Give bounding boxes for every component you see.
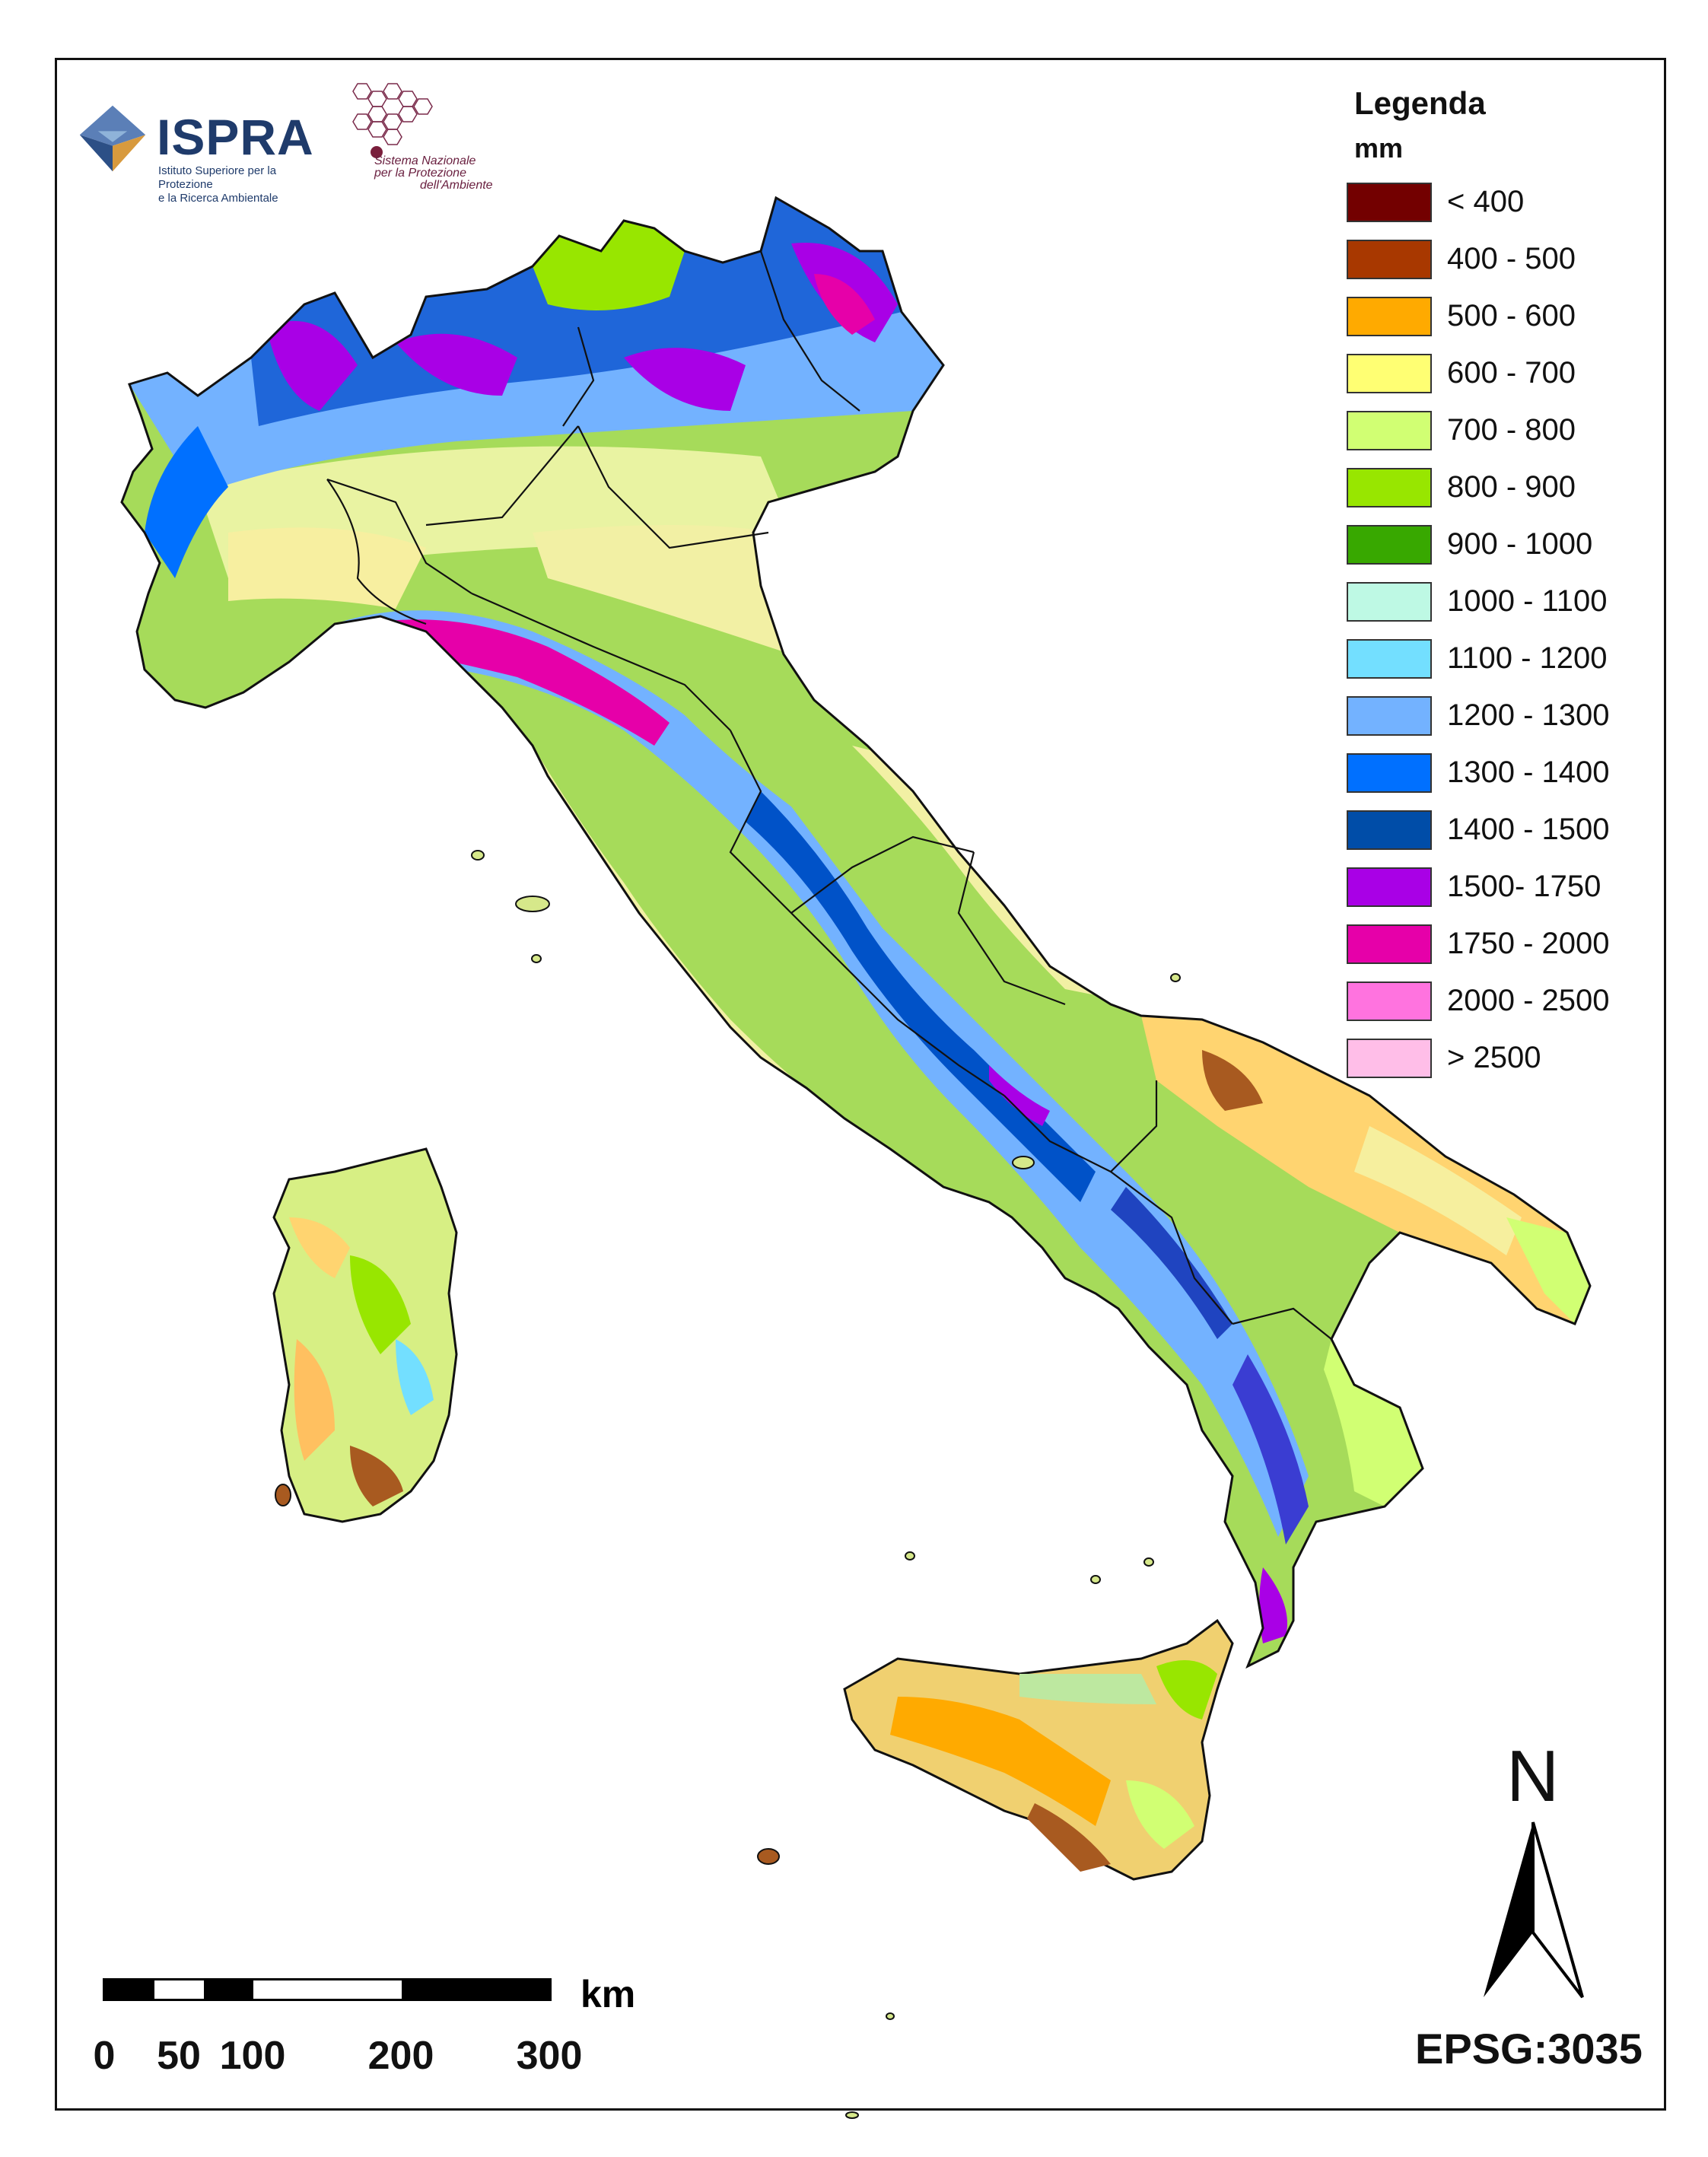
legend-swatch bbox=[1347, 353, 1432, 393]
legend-swatch bbox=[1347, 182, 1432, 222]
legend-item: 1100 - 1200 bbox=[1347, 630, 1651, 687]
legend-swatch bbox=[1347, 695, 1432, 736]
snpa-line-3: dell'Ambiente bbox=[420, 179, 493, 192]
legend-label: 500 - 600 bbox=[1447, 299, 1576, 332]
legend-swatch bbox=[1347, 924, 1432, 964]
legend-label: 2000 - 2500 bbox=[1447, 984, 1610, 1017]
ispra-logo-icon bbox=[79, 105, 146, 172]
legend-swatch bbox=[1347, 410, 1432, 450]
legend-swatch bbox=[1347, 296, 1432, 336]
legend-label: 1200 - 1300 bbox=[1447, 698, 1610, 732]
legend-item: > 2500 bbox=[1347, 1029, 1651, 1086]
legend-item: 1400 - 1500 bbox=[1347, 801, 1651, 858]
sardinia bbox=[272, 1147, 458, 1523]
legend-rows: < 400 400 - 500 500 - 600 600 - 700 700 - 80… bbox=[1347, 173, 1651, 1086]
legend-title: Legenda bbox=[1354, 85, 1486, 121]
legend: Legenda mm < 400 400 - 500 500 - 600 600 - … bbox=[1347, 85, 1651, 1086]
scale-tick: 0 bbox=[93, 2034, 116, 2078]
snpa-line-2: per la Protezione bbox=[374, 167, 466, 180]
scale-segment bbox=[204, 1980, 253, 1999]
ispra-subtitle-line-1: Istituto Superiore per la Protezione bbox=[158, 164, 277, 191]
snpa-line-1: Sistema Nazionale bbox=[374, 154, 476, 167]
legend-unit: mm bbox=[1354, 132, 1404, 164]
legend-item: 1300 - 1400 bbox=[1347, 744, 1651, 801]
legend-label: 1000 - 1100 bbox=[1447, 584, 1608, 618]
legend-item: 1750 - 2000 bbox=[1347, 915, 1651, 972]
legend-item: < 400 bbox=[1347, 173, 1651, 231]
legend-swatch bbox=[1347, 239, 1432, 279]
small-islands bbox=[275, 850, 1181, 2119]
legend-item: 400 - 500 bbox=[1347, 231, 1651, 288]
legend-swatch bbox=[1347, 981, 1432, 1021]
ispra-subtitle-line-2: e la Ricerca Ambientale bbox=[158, 192, 278, 205]
legend-swatch bbox=[1347, 581, 1432, 622]
scale-tick: 100 bbox=[219, 2034, 286, 2078]
scale-bar-graphic bbox=[103, 1978, 552, 2001]
ispra-subtitle: Istituto Superiore per la Protezione e l… bbox=[158, 164, 333, 205]
legend-label: 900 - 1000 bbox=[1447, 527, 1593, 561]
legend-swatch bbox=[1347, 467, 1432, 507]
legend-swatch bbox=[1347, 810, 1432, 850]
legend-item: 900 - 1000 bbox=[1347, 516, 1651, 573]
region-boundaries bbox=[326, 250, 1332, 1340]
legend-label: 1300 - 1400 bbox=[1447, 756, 1610, 789]
legend-label: 800 - 900 bbox=[1447, 470, 1576, 504]
scale-tick: 50 bbox=[157, 2034, 201, 2078]
legend-swatch bbox=[1347, 524, 1432, 565]
scale-unit: km bbox=[580, 1973, 636, 2015]
snpa-hexagon-icon bbox=[352, 83, 433, 158]
legend-swatch bbox=[1347, 752, 1432, 793]
legend-label: 1500- 1750 bbox=[1447, 870, 1601, 903]
scale-bar: km 0 50 100 200 300 bbox=[94, 1973, 650, 2078]
north-arrow-icon bbox=[1484, 1821, 1584, 1999]
legend-label: 700 - 800 bbox=[1447, 413, 1576, 447]
legend-item: 1000 - 1100 bbox=[1347, 573, 1651, 630]
scale-segment bbox=[154, 1980, 204, 1999]
scale-tick: 300 bbox=[516, 2034, 583, 2078]
scale-segment bbox=[253, 1980, 402, 1999]
sicily bbox=[843, 1618, 1234, 1881]
crs-label: EPSG:3035 bbox=[1415, 2025, 1643, 2073]
legend-swatch bbox=[1347, 638, 1432, 679]
legend-item: 800 - 900 bbox=[1347, 459, 1651, 516]
legend-label: < 400 bbox=[1447, 185, 1525, 218]
mainland-italy bbox=[120, 196, 1592, 1669]
legend-label: 600 - 700 bbox=[1447, 356, 1576, 390]
legend-item: 1500- 1750 bbox=[1347, 858, 1651, 915]
legend-label: 1400 - 1500 bbox=[1447, 813, 1610, 846]
legend-label: > 2500 bbox=[1447, 1041, 1541, 1074]
legend-label: 400 - 500 bbox=[1447, 242, 1576, 275]
legend-item: 2000 - 2500 bbox=[1347, 972, 1651, 1029]
legend-item: 600 - 700 bbox=[1347, 345, 1651, 402]
scale-segment bbox=[402, 1980, 549, 1999]
ispra-logo: ISPRA Istituto Superiore per la Protezio… bbox=[76, 97, 327, 205]
ispra-name: ISPRA bbox=[157, 109, 314, 165]
legend-label: 1100 - 1200 bbox=[1447, 641, 1608, 675]
legend-label: 1750 - 2000 bbox=[1447, 927, 1610, 960]
snpa-logo: Sistema Nazionale per la Protezione dell… bbox=[342, 76, 540, 198]
north-label: N bbox=[1506, 1735, 1560, 1817]
scale-tick: 200 bbox=[367, 2034, 434, 2078]
scale-segment bbox=[105, 1980, 154, 1999]
snpa-text: Sistema Nazionale per la Protezione dell… bbox=[374, 155, 526, 192]
legend-item: 1200 - 1300 bbox=[1347, 687, 1651, 744]
legend-item: 500 - 600 bbox=[1347, 288, 1651, 345]
legend-swatch bbox=[1347, 1038, 1432, 1078]
legend-item: 700 - 800 bbox=[1347, 402, 1651, 459]
legend-swatch bbox=[1347, 867, 1432, 907]
north-arrow: N bbox=[1468, 1735, 1598, 2009]
